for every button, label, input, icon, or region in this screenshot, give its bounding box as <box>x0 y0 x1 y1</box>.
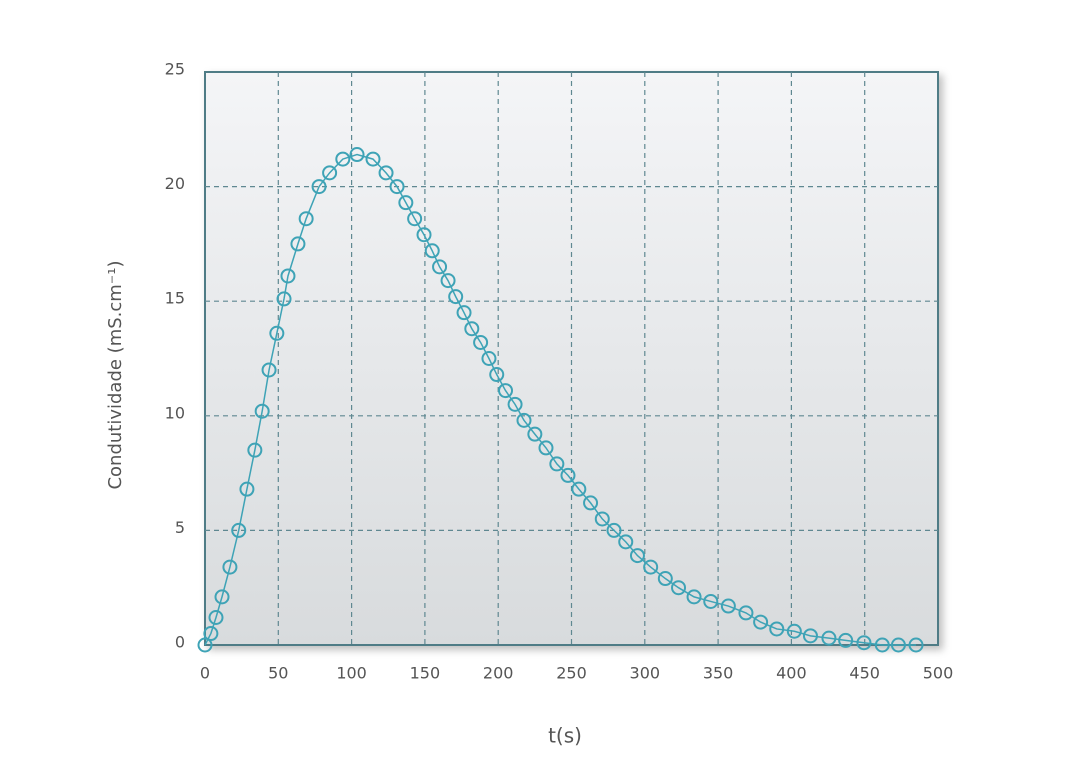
data-point <box>498 383 514 399</box>
data-point <box>720 598 736 614</box>
data-point <box>276 291 292 307</box>
data-point <box>280 268 296 284</box>
data-point <box>560 467 576 483</box>
data-point <box>349 147 365 163</box>
data-point <box>538 440 554 456</box>
data-point <box>197 637 213 653</box>
data-point <box>643 559 659 575</box>
data-point <box>222 559 238 575</box>
x-tick-label: 500 <box>923 664 954 683</box>
y-axis-label: Condutividade (mS.cm⁻¹) <box>105 260 126 489</box>
data-point <box>448 289 464 305</box>
data-point <box>269 325 285 341</box>
data-point <box>703 593 719 609</box>
data-point <box>254 403 270 419</box>
data-point <box>516 412 532 428</box>
data-point <box>378 165 394 181</box>
data-point <box>335 151 351 167</box>
data-point <box>686 589 702 605</box>
data-point <box>657 571 673 587</box>
data-point <box>231 522 247 538</box>
data-point <box>549 456 565 472</box>
x-tick-label: 250 <box>556 664 587 683</box>
data-point <box>629 548 645 564</box>
data-point <box>416 227 432 243</box>
y-tick-label: 0 <box>175 633 185 652</box>
x-tick-label: 450 <box>849 664 880 683</box>
data-point <box>247 442 263 458</box>
data-point <box>214 589 230 605</box>
data-point <box>489 367 505 383</box>
y-tick-label: 15 <box>165 289 185 308</box>
y-tick-label: 5 <box>175 518 185 537</box>
data-point <box>507 396 523 412</box>
data-point <box>261 362 277 378</box>
y-tick-label: 10 <box>165 403 185 422</box>
x-tick-label: 200 <box>483 664 514 683</box>
data-point <box>398 195 414 211</box>
data-point <box>208 609 224 625</box>
data-point <box>874 637 890 653</box>
data-point <box>838 632 854 648</box>
data-point <box>606 522 622 538</box>
data-point <box>311 179 327 195</box>
x-tick-label: 150 <box>410 664 441 683</box>
data-point <box>908 637 924 653</box>
data-point <box>481 351 497 366</box>
data-point <box>890 637 906 653</box>
data-point <box>365 151 381 167</box>
data-point <box>464 321 480 337</box>
data-point <box>594 511 610 527</box>
x-tick-label: 50 <box>268 664 288 683</box>
data-point <box>571 481 587 497</box>
data-point <box>407 211 423 227</box>
data-point <box>424 243 440 259</box>
data-point <box>753 614 769 630</box>
data-point <box>583 495 599 511</box>
data-point <box>738 605 754 621</box>
data-point <box>322 165 338 181</box>
data-point <box>389 179 405 195</box>
x-tick-label: 0 <box>200 664 210 683</box>
data-point <box>821 630 837 646</box>
data-point <box>239 481 255 497</box>
data-line <box>204 153 917 646</box>
data-point <box>298 211 314 227</box>
data-point <box>618 534 634 550</box>
x-tick-label: 350 <box>703 664 734 683</box>
data-point <box>769 621 785 637</box>
x-tick-label: 300 <box>630 664 661 683</box>
data-point <box>802 628 818 644</box>
data-point <box>671 580 687 596</box>
data-point <box>527 426 543 442</box>
data-point <box>786 623 802 639</box>
x-tick-label: 400 <box>776 664 807 683</box>
y-tick-label: 25 <box>165 60 185 79</box>
data-point <box>440 273 456 289</box>
data-point <box>290 236 306 252</box>
x-axis-label: t(s) <box>548 724 582 748</box>
data-point <box>856 635 872 651</box>
data-point <box>473 334 489 350</box>
data-point <box>432 259 448 275</box>
y-tick-label: 20 <box>165 174 185 193</box>
data-point <box>456 305 472 321</box>
data-point <box>203 626 219 642</box>
x-tick-label: 100 <box>336 664 367 683</box>
